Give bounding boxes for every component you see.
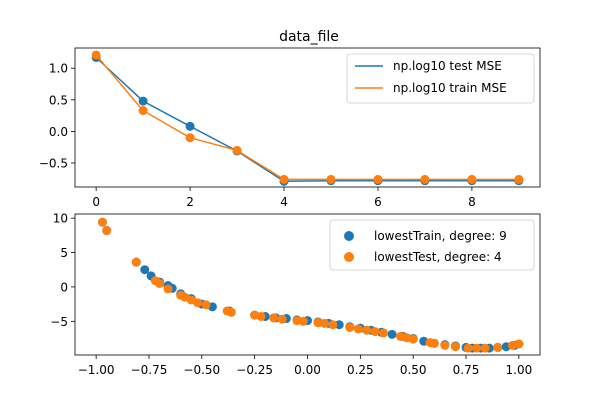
scatter-point-1-26 (379, 328, 389, 338)
scatter-point-1-1 (102, 226, 112, 236)
x-tick-label: 8 (468, 195, 476, 209)
scatter-point-1-15 (269, 313, 279, 323)
scatter-point-1-35 (472, 343, 482, 353)
data-point-1-5 (326, 174, 336, 184)
scatter-point-1-2 (131, 257, 141, 267)
x-tick-label: 0.25 (347, 363, 374, 377)
y-tick-label: 0.5 (49, 93, 68, 107)
y-tick-label: 5 (60, 246, 68, 260)
scatter-point-1-10 (201, 300, 211, 310)
chart-title: data_file (279, 29, 339, 45)
x-tick-label: −0.25 (236, 363, 273, 377)
scatter-point-1-33 (450, 342, 460, 352)
series-line-1 (95, 54, 519, 181)
data-point-1-2 (185, 133, 195, 143)
scatter-point-1-16 (277, 314, 287, 324)
bottom-scatter-chart: −1.00 −0.75 −0.50 −0.25 0.00 0.25 0.50 0.75 1.00… (50, 212, 541, 377)
y-tick-label: 1.0 (49, 62, 68, 76)
scatter-point-1-36 (480, 343, 490, 353)
x-tick-label: −0.50 (183, 363, 220, 377)
data-point-1-4 (279, 174, 289, 184)
y-tick-label: 0.0 (49, 125, 68, 139)
scatter-point-1-0 (97, 217, 107, 227)
data-point-1-7 (420, 174, 430, 184)
scatter-point-1-37 (493, 342, 503, 352)
scatter-point-1-29 (408, 334, 418, 344)
series-line-0 (95, 56, 519, 183)
data-point-1-1 (138, 106, 148, 116)
legend-test-label: np.log10 test MSE (393, 59, 502, 73)
data-point-0-1 (138, 96, 148, 106)
scatter-point-1-9 (193, 298, 203, 308)
scatter-point-1-39 (514, 339, 524, 349)
x-tick-label: 0.00 (294, 363, 321, 377)
y-tick-label: −0.5 (39, 156, 68, 170)
scatter-point-1-21 (328, 320, 338, 330)
x-tick-label: −1.00 (78, 363, 115, 377)
top-chart-ticks: 0 2 4 6 8 −0.5 0.0 0.5 1.0 (39, 62, 476, 209)
scatter-point-0-26 (387, 329, 397, 339)
scatter-point-1-4 (155, 278, 165, 288)
top-chart-marks (91, 50, 524, 186)
y-tick-label: −5 (50, 315, 68, 329)
data-point-1-6 (373, 174, 383, 184)
x-tick-label: 6 (374, 195, 382, 209)
legend-box (346, 53, 535, 104)
legend-test-marker (344, 252, 354, 262)
scatter-point-1-31 (429, 338, 439, 348)
scatter-point-1-25 (370, 327, 380, 337)
scatter-point-1-5 (163, 284, 173, 294)
legend-train-marker (344, 231, 354, 241)
x-tick-label: 4 (280, 195, 288, 209)
bottom-chart-frame (74, 213, 541, 356)
legend-train-label: np.log10 train MSE (393, 81, 507, 95)
data-point-1-9 (514, 174, 524, 184)
scatter-point-0-21 (334, 320, 344, 330)
bottom-chart-legend: lowestTrain, degree: 9 lowestTest, degre… (329, 219, 535, 271)
data-point-1-3 (232, 145, 242, 155)
legend-test-label: lowestTest, degree: 4 (374, 250, 502, 264)
scatter-point-1-12 (226, 307, 236, 317)
x-tick-label: 0.50 (400, 363, 427, 377)
bottom-chart-marks (97, 217, 524, 353)
data-point-1-8 (467, 174, 477, 184)
scatter-point-0-3 (140, 265, 150, 275)
scatter-point-1-20 (319, 318, 329, 328)
y-tick-label: 10 (53, 212, 68, 226)
x-tick-label: −0.75 (131, 363, 168, 377)
y-tick-label: 0 (60, 280, 68, 294)
scatter-point-1-32 (440, 340, 450, 350)
legend-train-label: lowestTrain, degree: 9 (374, 229, 507, 243)
scatter-point-1-18 (298, 316, 308, 326)
data-point-0-2 (185, 121, 195, 131)
top-line-chart: data_file 0 2 4 6 8 −0.5 0.0 0.5 1.0 np.log10 te… (39, 29, 541, 209)
scatter-point-1-14 (256, 311, 266, 321)
x-tick-label: 1.00 (506, 363, 533, 377)
top-chart-legend: np.log10 test MSE np.log10 train MSE (346, 53, 535, 104)
scatter-point-1-23 (353, 324, 363, 334)
scatter-point-1-34 (463, 343, 473, 353)
data-point-1-0 (91, 50, 101, 60)
scatter-point-1-24 (362, 325, 372, 335)
bottom-chart-ticks: −1.00 −0.75 −0.50 −0.25 0.00 0.25 0.50 0.75 1.00… (50, 212, 532, 377)
scatter-point-1-22 (345, 322, 355, 332)
x-tick-label: 0 (92, 195, 100, 209)
top-chart-frame (74, 47, 541, 188)
x-tick-label: 2 (186, 195, 194, 209)
x-tick-label: 0.75 (453, 363, 480, 377)
legend-box (329, 219, 535, 271)
